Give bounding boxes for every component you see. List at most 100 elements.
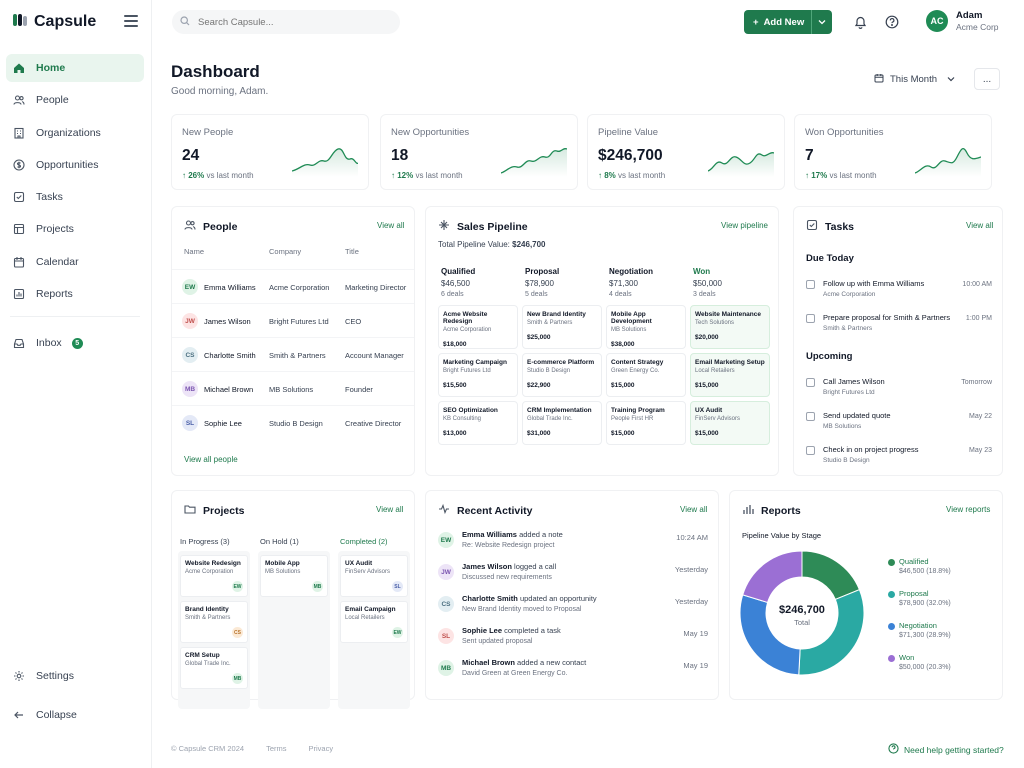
person-name[interactable]: Emma Williams (204, 283, 256, 292)
person-company[interactable]: Bright Futures Ltd (269, 317, 329, 326)
activity-item[interactable]: EW Emma Williams added a note Re: Website … (436, 529, 708, 561)
deal-card[interactable]: UX Audit FinServ Advisors $15,000 (690, 401, 770, 445)
task-item[interactable]: Follow up with Emma Williams Acme Corpora… (806, 277, 992, 309)
deal-card[interactable]: Marketing Campaign Bright Futures Ltd $15,… (438, 353, 518, 397)
more-options-button[interactable]: ... (974, 68, 1000, 90)
trend-up-icon: ↑ (598, 171, 605, 180)
deal-card[interactable]: Content Strategy Green Energy Co. $15,000 (606, 353, 686, 397)
project-card[interactable]: Brand Identity Smith & Partners CS (180, 601, 248, 643)
person-title: Marketing Director (345, 283, 407, 292)
view-all-projects-link[interactable]: View all (376, 505, 404, 514)
task-item[interactable]: Call James Wilson Bright Futures Ltd Tomor… (806, 375, 992, 407)
people-panel: People View all Name Company Title View … (171, 206, 415, 476)
person-name[interactable]: Michael Brown (204, 385, 254, 394)
legend-value: $78,900 (32.0%) (899, 600, 951, 607)
avatar: EW (232, 581, 243, 592)
deal-card[interactable]: SEO Optimization KB Consulting $13,000 (438, 401, 518, 445)
table-row[interactable]: SL Sophie Lee Studio B Design Creative Dire… (172, 405, 414, 439)
table-row[interactable]: CS Charlotte Smith Smith & Partners Account… (172, 337, 414, 371)
checkbox-icon (806, 219, 818, 234)
deal-card[interactable]: Acme Website Redesign Acme Corporation $18… (438, 305, 518, 349)
sidebar-item-people[interactable]: People (6, 86, 144, 114)
task-checkbox[interactable] (806, 280, 815, 289)
project-card[interactable]: Mobile App MB Solutions MB (260, 555, 328, 597)
view-all-tasks-link[interactable]: View all (966, 221, 994, 230)
project-card[interactable]: Website Redesign Acme Corporation EW (180, 555, 248, 597)
person-company[interactable]: Acme Corporation (269, 283, 330, 292)
table-row[interactable]: MB Michael Brown MB Solutions Founder (172, 371, 414, 405)
activity-item[interactable]: CS Charlotte Smith updated an opportunity… (436, 593, 708, 625)
deal-card[interactable]: CRM Implementation Global Trade Inc. $31,0… (522, 401, 602, 445)
projects-panel: Projects View all In Progress (3) Website… (171, 490, 415, 709)
sidebar-item-projects[interactable]: Projects (6, 215, 144, 243)
sidebar-item-home[interactable]: Home (6, 54, 144, 82)
period-selector[interactable]: This Month (866, 68, 966, 90)
donut-slice-won[interactable] (742, 550, 803, 604)
terms-link[interactable]: Terms (266, 744, 287, 753)
user-menu[interactable]: AC Adam Acme Corp (926, 10, 999, 32)
collapse-button[interactable]: Collapse (6, 701, 144, 729)
project-card[interactable]: Email Campaign Local Retailers EW (340, 601, 408, 643)
person-company[interactable]: Studio B Design (269, 419, 323, 428)
task-checkbox[interactable] (806, 314, 815, 323)
top-bar: + Add New AC Adam Acme Corp (152, 0, 1024, 44)
task-subtitle: Bright Futures Ltd (823, 389, 875, 396)
activity-item[interactable]: JW James Wilson logged a call Discussed ne… (436, 561, 708, 593)
task-item[interactable]: Check in on project progress Studio B Des… (806, 443, 992, 475)
deal-card[interactable]: Email Marketing Setup Local Retailers $15,… (690, 353, 770, 397)
deal-card[interactable]: Mobile App Development MB Solutions $38,00… (606, 305, 686, 349)
deal-card[interactable]: Website Maintenance Tech Solutions $20,000 (690, 305, 770, 349)
deal-card[interactable]: E-commerce Platform Studio B Design $22,90… (522, 353, 602, 397)
search-input[interactable] (198, 16, 378, 28)
table-row[interactable]: EW Emma Williams Acme Corporation Marketing… (172, 269, 414, 303)
person-company[interactable]: MB Solutions (269, 385, 314, 394)
sidebar-item-settings[interactable]: Settings (6, 662, 144, 690)
project-name: Mobile App (265, 560, 300, 567)
sidebar-item-opportunities[interactable]: Opportunities (6, 151, 144, 179)
sidebar-item-inbox[interactable]: Inbox 5 (6, 329, 144, 357)
donut-slice-proposal[interactable] (798, 588, 865, 676)
sidebar-item-organizations[interactable]: Organizations (6, 119, 144, 147)
donut-slice-qualified[interactable] (801, 550, 861, 601)
view-all-people-footer-link[interactable]: View all people (184, 455, 238, 464)
task-checkbox[interactable] (806, 378, 815, 387)
menu-toggle-icon[interactable] (124, 15, 138, 27)
view-pipeline-link[interactable]: View pipeline (721, 221, 768, 230)
table-row[interactable]: JW James Wilson Bright Futures Ltd CEO (172, 303, 414, 337)
person-name[interactable]: Charlotte Smith (204, 351, 256, 360)
view-all-people-link[interactable]: View all (377, 221, 405, 230)
avatar: MB (232, 673, 243, 684)
deal-card[interactable]: New Brand Identity Smith & Partners $25,00… (522, 305, 602, 349)
person-name[interactable]: James Wilson (204, 317, 251, 326)
panel-header: People (184, 219, 237, 234)
add-new-button[interactable]: + Add New (744, 10, 832, 34)
bell-icon[interactable] (852, 14, 868, 30)
deal-company: Smith & Partners (527, 320, 573, 326)
view-reports-link[interactable]: View reports (946, 505, 991, 514)
brand[interactable]: Capsule (12, 12, 96, 31)
project-card[interactable]: UX Audit FinServ Advisors SL (340, 555, 408, 597)
stat-change-value: 12% (397, 171, 414, 180)
task-checkbox[interactable] (806, 446, 815, 455)
help-link[interactable]: Need help getting started? (888, 743, 1004, 756)
sidebar-item-tasks[interactable]: Tasks (6, 183, 144, 211)
project-card[interactable]: CRM Setup Global Trade Inc. MB (180, 647, 248, 689)
task-item[interactable]: Send updated quote MB Solutions May 22 (806, 409, 992, 441)
activity-item[interactable]: SL Sophie Lee completed a task Sent update… (436, 625, 708, 657)
task-checkbox[interactable] (806, 412, 815, 421)
add-new-main[interactable]: + Add New (744, 10, 812, 34)
sidebar-item-reports[interactable]: Reports (6, 280, 144, 308)
person-name[interactable]: Sophie Lee (204, 419, 242, 428)
deal-card[interactable]: Training Program People First HR $15,000 (606, 401, 686, 445)
view-all-activity-link[interactable]: View all (680, 505, 708, 514)
search-box[interactable] (172, 10, 400, 34)
add-new-dropdown[interactable] (812, 17, 832, 28)
privacy-link[interactable]: Privacy (308, 744, 334, 753)
help-icon[interactable] (884, 14, 900, 30)
activity-item[interactable]: MB Michael Brown added a new contact David… (436, 657, 708, 689)
task-item[interactable]: Prepare proposal for Smith & Partners Smi… (806, 311, 992, 343)
person-company[interactable]: Smith & Partners (269, 351, 326, 360)
legend-label: Proposal (899, 589, 929, 598)
avatar: JW (182, 313, 198, 329)
sidebar-item-calendar[interactable]: Calendar (6, 248, 144, 276)
